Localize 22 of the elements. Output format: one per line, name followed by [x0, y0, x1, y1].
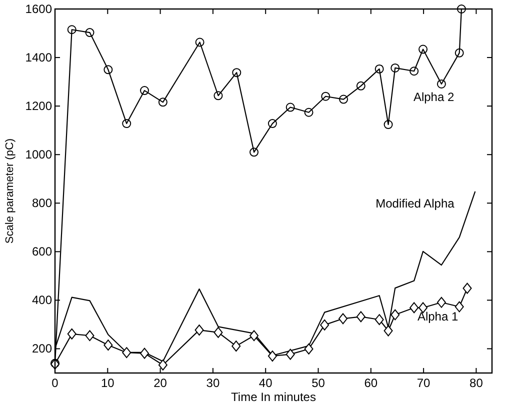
x-tick-label: 70: [416, 376, 431, 390]
y-tick-label: 400: [32, 293, 52, 308]
y-tick-label: 1400: [25, 50, 52, 65]
y-tick-label: 200: [32, 342, 52, 356]
x-tick-label: 0: [52, 376, 59, 390]
y-tick-label: 1000: [25, 148, 52, 162]
x-tick-label: 20: [154, 376, 168, 390]
y-tick-label: 1600: [25, 2, 52, 16]
series-label: Alpha 1: [417, 309, 458, 324]
x-tick-label: 80: [470, 376, 484, 390]
series-label: Alpha 2: [413, 90, 454, 104]
y-tick-label: 800: [32, 196, 52, 210]
x-tick-label: 60: [364, 376, 378, 390]
y-axis-title: Scale parameter (pC): [4, 138, 16, 244]
x-tick-label: 10: [100, 376, 115, 390]
y-tick-label: 1200: [25, 99, 52, 114]
x-tick-label: 50: [312, 376, 326, 390]
x-tick-label: 40: [258, 376, 273, 390]
series-label: Modified Alpha: [376, 196, 455, 210]
x-axis-title: Time In minutes: [231, 390, 316, 404]
x-tick-label: 30: [206, 376, 220, 390]
y-tick-label: 600: [32, 244, 52, 259]
